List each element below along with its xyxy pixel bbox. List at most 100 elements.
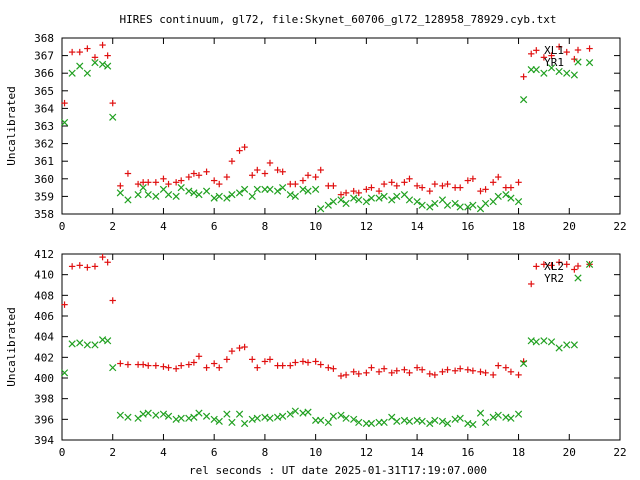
data-point-xl2 bbox=[104, 259, 111, 266]
data-point-xl2 bbox=[203, 364, 210, 371]
data-point-yr1 bbox=[91, 59, 99, 67]
data-point-yr1 bbox=[190, 189, 198, 197]
data-point-yr1 bbox=[431, 199, 439, 208]
data-point-yr1 bbox=[426, 203, 434, 211]
data-point-xl2 bbox=[342, 371, 350, 379]
data-point-yr1 bbox=[443, 201, 452, 209]
data-point-yr2 bbox=[190, 413, 198, 421]
x-tick-label: 2 bbox=[109, 446, 116, 459]
data-point-yr2 bbox=[164, 412, 173, 420]
data-point-xl1 bbox=[203, 168, 210, 175]
data-point-xl1 bbox=[482, 186, 489, 193]
data-point-xl1 bbox=[342, 189, 350, 197]
data-point-xl1 bbox=[84, 45, 91, 52]
data-point-yr1 bbox=[240, 185, 249, 193]
data-point-xl2 bbox=[223, 356, 231, 363]
x-tick-label: 0 bbox=[59, 220, 66, 233]
data-point-xl2 bbox=[337, 372, 345, 380]
data-point-yr1 bbox=[164, 191, 173, 199]
legend-label-yr2: YR2 bbox=[544, 272, 564, 285]
data-point-yr2 bbox=[367, 419, 376, 428]
data-point-xl1 bbox=[406, 175, 413, 182]
data-point-yr2 bbox=[177, 414, 185, 422]
x-tick-label: 10 bbox=[309, 446, 322, 459]
data-point-xl1 bbox=[104, 52, 111, 59]
data-point-xl1 bbox=[165, 180, 172, 188]
data-point-xl1 bbox=[216, 180, 223, 188]
data-point-yr2 bbox=[555, 344, 563, 352]
legend-marker-yr1 bbox=[574, 58, 582, 66]
legend-label-xl2: XL2 bbox=[544, 260, 564, 273]
data-point-yr2 bbox=[134, 414, 142, 422]
data-point-xl2 bbox=[266, 356, 274, 363]
x-tick-label: 12 bbox=[360, 220, 373, 233]
data-point-xl1 bbox=[249, 172, 256, 179]
data-point-xl1 bbox=[91, 54, 99, 61]
data-point-yr1 bbox=[299, 185, 307, 193]
data-point-yr1 bbox=[286, 191, 294, 199]
data-point-yr2 bbox=[476, 409, 485, 417]
legend-marker-xl1 bbox=[574, 46, 582, 54]
data-point-yr2 bbox=[481, 418, 490, 427]
data-point-yr2 bbox=[104, 337, 112, 345]
data-point-yr2 bbox=[380, 418, 388, 427]
data-point-xl1 bbox=[368, 184, 375, 191]
y-tick-label: 358 bbox=[34, 208, 54, 221]
data-point-yr1 bbox=[342, 199, 350, 208]
data-point-xl2 bbox=[489, 371, 497, 379]
data-point-xl1 bbox=[355, 189, 362, 197]
x-tick-label: 8 bbox=[262, 446, 269, 459]
data-point-xl1 bbox=[363, 186, 370, 193]
data-point-yr1 bbox=[519, 95, 528, 104]
data-point-xl2 bbox=[571, 266, 578, 273]
data-point-yr2 bbox=[337, 411, 345, 419]
legend-marker-yr2 bbox=[574, 274, 582, 282]
data-point-xl2 bbox=[380, 365, 388, 372]
data-point-yr2 bbox=[456, 414, 464, 422]
data-point-xl1 bbox=[495, 173, 502, 181]
data-point-yr2 bbox=[431, 416, 439, 424]
x-tick-label: 4 bbox=[160, 220, 167, 233]
data-point-xl1 bbox=[548, 52, 555, 59]
data-point-xl1 bbox=[228, 158, 236, 165]
data-point-yr1 bbox=[418, 201, 426, 209]
data-point-yr1 bbox=[116, 189, 124, 197]
data-point-xl2 bbox=[502, 364, 510, 371]
data-point-yr2 bbox=[514, 410, 523, 418]
data-point-yr1 bbox=[563, 69, 571, 77]
data-point-yr2 bbox=[253, 414, 261, 422]
data-point-yr2 bbox=[210, 415, 218, 423]
data-point-xl1 bbox=[507, 184, 515, 191]
data-point-xl1 bbox=[330, 182, 337, 190]
data-point-yr1 bbox=[152, 192, 160, 201]
data-point-yr1 bbox=[60, 118, 69, 127]
data-point-xl2 bbox=[152, 362, 160, 369]
y-tick-label: 364 bbox=[34, 102, 54, 115]
x-tick-label: 22 bbox=[613, 220, 626, 233]
x-tick-label: 10 bbox=[309, 220, 322, 233]
data-point-xl1 bbox=[178, 177, 185, 184]
data-point-xl1 bbox=[266, 159, 274, 167]
data-point-xl1 bbox=[337, 191, 345, 198]
data-point-xl2 bbox=[533, 263, 540, 270]
data-point-xl1 bbox=[515, 179, 522, 186]
data-point-yr2 bbox=[83, 341, 91, 349]
data-point-yr1 bbox=[481, 199, 490, 208]
data-point-xl1 bbox=[145, 179, 152, 186]
data-point-xl2 bbox=[216, 364, 223, 371]
x-tick-label: 18 bbox=[512, 446, 525, 459]
data-point-xl1 bbox=[304, 172, 312, 179]
x-tick-label: 18 bbox=[512, 220, 525, 233]
y-tick-label: 368 bbox=[34, 32, 54, 45]
data-point-yr1 bbox=[367, 194, 376, 202]
data-point-xl2 bbox=[393, 367, 400, 374]
y-tick-label: 396 bbox=[34, 413, 54, 426]
data-point-yr1 bbox=[172, 192, 180, 201]
data-point-yr1 bbox=[104, 62, 112, 70]
data-point-xl2 bbox=[241, 343, 248, 351]
data-point-xl1 bbox=[185, 173, 193, 181]
data-point-xl2 bbox=[548, 262, 555, 269]
data-point-yr1 bbox=[291, 192, 299, 201]
data-point-xl1 bbox=[99, 41, 106, 49]
plot-frame bbox=[61, 37, 621, 215]
